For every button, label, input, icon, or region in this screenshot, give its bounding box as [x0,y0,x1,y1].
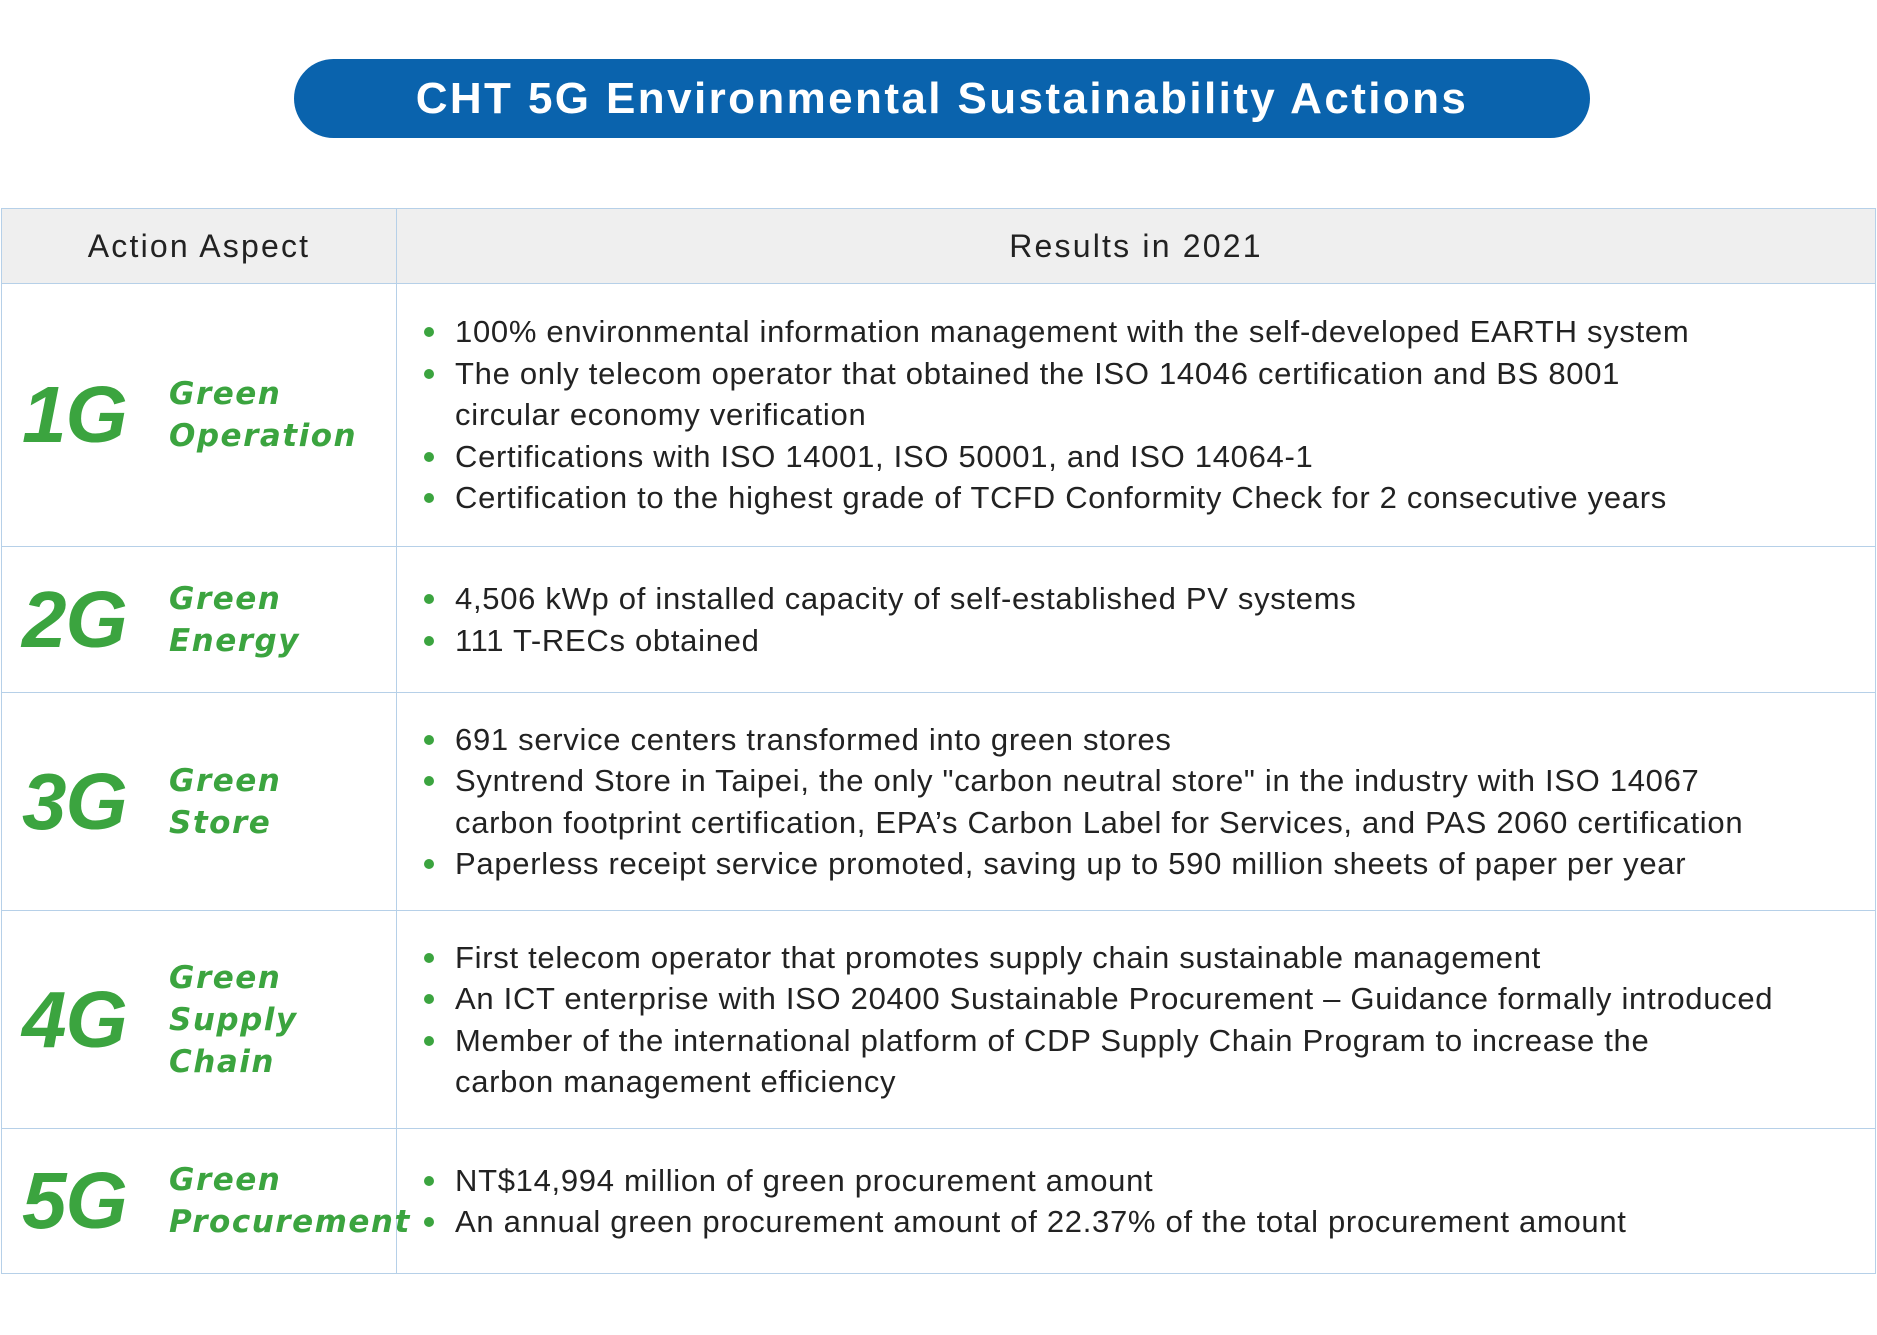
table-row-1g: 1G Green Operation 100% environmental in… [1,283,1876,547]
results-cell: 100% environmental information managemen… [396,283,1876,547]
list-item: Certifications with ISO 14001, ISO 50001… [424,436,1875,478]
list-item: An annual green procurement amount of 22… [424,1201,1875,1243]
table-row-4g: 4G Green Supply Chain First telecom oper… [1,910,1876,1129]
list-item: Member of the international platform of … [424,1020,1875,1103]
generation-number: 2G [22,574,128,664]
aspect-name: Green Procurement [169,1159,411,1243]
aspect-name-line: Green [169,1162,282,1198]
results-cell: 691 service centers transformed into gre… [396,692,1876,911]
results-list: First telecom operator that promotes sup… [397,937,1875,1103]
results-list: 691 service centers transformed into gre… [397,719,1875,885]
aspect-name-line: Procurement [169,1204,411,1240]
generation-number: 5G [22,1156,128,1245]
aspect-cell: 4G Green Supply Chain [1,910,397,1129]
aspect-cell: 1G Green Operation [1,283,397,547]
aspect-name-line: Green [169,580,282,617]
table-header-row: Action Aspect Results in 2021 [1,208,1876,284]
generation-number: 1G [22,370,128,459]
generation-number: 3G [22,756,128,846]
aspect-name-line: Chain [169,1043,275,1080]
results-cell: 4,506 kWp of installed capacity of self-… [396,546,1876,693]
results-cell: NT$14,994 million of green procurement a… [396,1128,1876,1274]
results-cell: First telecom operator that promotes sup… [396,910,1876,1129]
list-item: 4,506 kWp of installed capacity of self-… [424,578,1875,620]
list-item: An ICT enterprise with ISO 20400 Sustain… [424,978,1875,1020]
aspect-name-line: Energy [169,622,300,659]
aspect-cell: 5G Green Procurement [1,1128,409,1274]
list-item: Certification to the highest grade of TC… [424,477,1875,519]
aspect-cell: 3G Green Store [1,692,397,911]
actions-table: Action Aspect Results in 2021 1G Green O… [1,208,1876,1274]
aspect-name: Green Operation [169,373,357,457]
list-item: Syntrend Store in Taipei, the only "carb… [424,760,1875,843]
page-title: CHT 5G Environmental Sustainability Acti… [294,59,1590,138]
header-action-aspect: Action Aspect [1,208,397,284]
list-item: 100% environmental information managemen… [424,311,1875,353]
results-list: 4,506 kWp of installed capacity of self-… [397,578,1875,661]
list-item: The only telecom operator that obtained … [424,353,1875,436]
list-item: 691 service centers transformed into gre… [424,719,1875,761]
aspect-cell: 2G Green Energy [1,546,397,693]
results-list: 100% environmental information managemen… [397,311,1875,519]
aspect-name-line: Green [169,762,282,799]
results-list: NT$14,994 million of green procurement a… [397,1160,1875,1243]
aspect-name-line: Supply [169,1001,298,1038]
list-item: Paperless receipt service promoted, savi… [424,843,1875,885]
aspect-name-line: Green [169,376,282,412]
generation-number: 4G [22,974,128,1064]
table-row-3g: 3G Green Store 691 service centers trans… [1,692,1876,911]
list-item: 111 T-RECs obtained [424,620,1875,662]
header-results: Results in 2021 [396,208,1876,284]
aspect-name-line: Green [169,959,282,996]
aspect-name: Green Supply Chain [169,957,298,1083]
list-item: NT$14,994 million of green procurement a… [424,1160,1875,1202]
table-row-2g: 2G Green Energy 4,506 kWp of installed c… [1,546,1876,693]
aspect-name-line: Store [169,804,272,841]
aspect-name-line: Operation [169,418,358,454]
list-item: First telecom operator that promotes sup… [424,937,1875,979]
table-row-5g: 5G Green Procurement NT$14,994 million o… [1,1128,1876,1274]
aspect-name: Green Energy [169,578,300,662]
aspect-name: Green Store [169,760,281,844]
